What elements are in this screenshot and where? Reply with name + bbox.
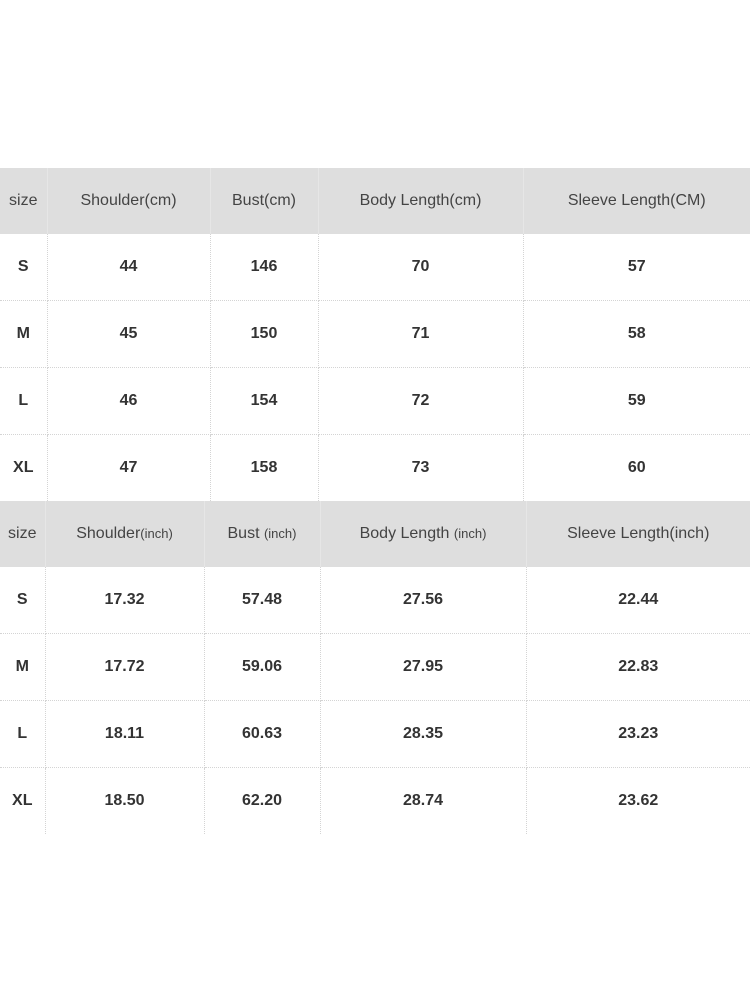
- cell-body-length: 70: [318, 234, 524, 301]
- cell-shoulder: 47: [47, 434, 211, 501]
- table-row: L 18.11 60.63 28.35 23.23: [0, 700, 750, 768]
- table-row: L 46 154 72 59: [0, 367, 750, 435]
- cell-shoulder: 17.72: [45, 633, 205, 701]
- cell-bust: 146: [210, 234, 319, 301]
- cell-shoulder: 44: [47, 234, 211, 301]
- header-sleeve-length: Sleeve Length(inch): [526, 501, 750, 567]
- header-size: size: [0, 168, 48, 234]
- header-label: Body Length: [359, 525, 454, 542]
- header-label: size: [8, 525, 37, 542]
- cell-size: S: [0, 234, 48, 301]
- cell-shoulder: 17.32: [45, 567, 205, 634]
- table-row: S 17.32 57.48 27.56 22.44: [0, 567, 750, 634]
- header-bust: Bust(cm): [210, 168, 319, 234]
- table-row: XL 47 158 73 60: [0, 434, 750, 501]
- header-shoulder: Shoulder(cm): [47, 168, 211, 234]
- cell-sleeve-length: 23.62: [618, 792, 659, 809]
- cell-size: XL: [0, 434, 48, 501]
- cell-bust: 59.06: [204, 633, 321, 701]
- header-size: size: [0, 501, 46, 567]
- cell-size: L: [0, 367, 48, 435]
- cell-sleeve-length: 22.83: [526, 633, 750, 701]
- header-label: Shoulder: [76, 525, 141, 542]
- cell-sleeve-length: 59: [523, 367, 750, 435]
- cell-bust: 57.48: [204, 567, 321, 634]
- header-row: size Shoulder(cm) Bust(cm) Body Length(c…: [0, 168, 750, 234]
- table-row: M 17.72 59.06 27.95 22.83: [0, 633, 750, 701]
- cell-size: M: [0, 633, 46, 701]
- cell-shoulder: 46: [47, 367, 211, 435]
- header-sleeve-length: Sleeve Length(CM): [523, 168, 750, 234]
- size-chart-inch: size Shoulder(inch) Bust (inch) Body Len…: [0, 501, 750, 834]
- header-shoulder: Shoulder(inch): [45, 501, 205, 567]
- cell-sleeve-length: 58: [523, 300, 750, 368]
- cell-body-length: 27.56: [320, 567, 527, 634]
- cell-shoulder: 18.50: [45, 767, 205, 834]
- cell-bust: 158: [210, 434, 319, 501]
- header-label: Bust: [227, 525, 264, 542]
- header-label: Sleeve Length(inch): [567, 525, 710, 542]
- cell-body-length: 72: [318, 367, 524, 435]
- cell-shoulder: 18.11: [45, 700, 205, 768]
- table-row: M 45 150 71 58: [0, 300, 750, 368]
- cell-size: XL: [0, 767, 46, 834]
- cell-size: S: [0, 567, 46, 634]
- size-chart-cm: size Shoulder(cm) Bust(cm) Body Length(c…: [0, 168, 750, 501]
- header-body-length: Body Length(cm): [318, 168, 524, 234]
- cell-bust: 62.20: [204, 767, 321, 834]
- cell-size: M: [0, 300, 48, 368]
- cell-sleeve-length: 22.44: [526, 567, 750, 634]
- cell-body-length: 28.35: [320, 700, 527, 768]
- cell-body-length: 27.95: [320, 633, 527, 701]
- header-bust: Bust (inch): [204, 501, 321, 567]
- header-unit: (inch): [453, 526, 487, 541]
- cell-bust: 150: [210, 300, 319, 368]
- cell-shoulder: 45: [47, 300, 211, 368]
- header-unit: (inch): [263, 526, 297, 541]
- cell-body-length: 73: [318, 434, 524, 501]
- header-row: size Shoulder(inch) Bust (inch) Body Len…: [0, 501, 750, 567]
- cell-size: L: [0, 700, 46, 768]
- cell-bust: 154: [210, 367, 319, 435]
- cell-sleeve-length: 57: [523, 234, 750, 301]
- table-row: XL 18.50 62.20 28.74 23.62: [0, 767, 750, 834]
- table-row: S 44 146 70 57: [0, 234, 750, 301]
- cell-sleeve-length: 23.23: [526, 700, 750, 768]
- header-body-length: Body Length (inch): [320, 501, 527, 567]
- cell-bust: 60.63: [204, 700, 321, 768]
- cell-body-length: 71: [318, 300, 524, 368]
- cell-sleeve-length: 60: [627, 459, 646, 476]
- cell-body-length: 28.74: [320, 767, 527, 834]
- header-unit: (inch): [140, 526, 173, 541]
